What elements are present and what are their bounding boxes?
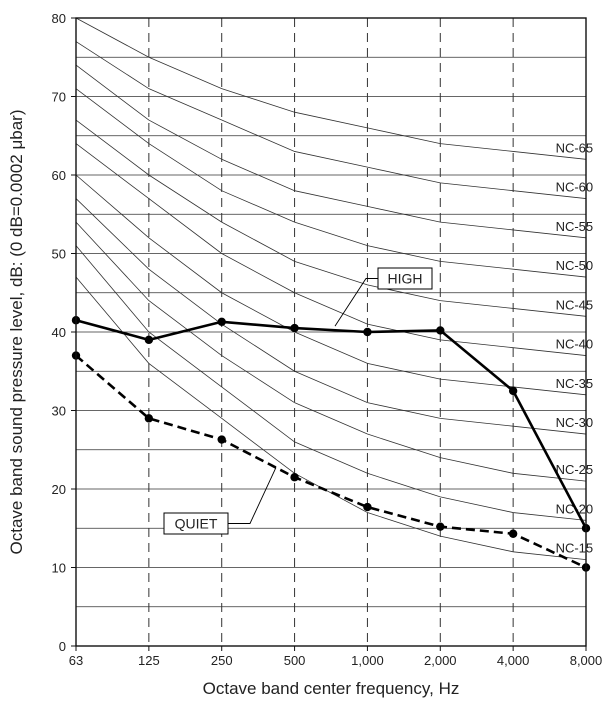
data-point-high [217,317,226,326]
callout-box-high [377,267,433,290]
grid-lines [76,18,586,646]
x-tick-label: 500 [284,653,306,668]
data-series [71,316,591,572]
x-tick-label: 4,000 [497,653,530,668]
callout-box-quiet [163,512,229,535]
nc-curve-label: NC-65 [556,140,594,155]
data-point-quiet [290,473,299,482]
series-line-quiet [75,354,587,569]
nc-curve [75,245,587,521]
data-point-high [290,323,299,333]
nc-curve [75,174,587,396]
nc-curves: NC-65 NC-60 NC-55 NC-50 NC-45 NC-40 NC-35 NC-30… [75,17,594,561]
nc-curve [75,88,587,278]
series-callouts: HIGH QUIET [163,267,433,535]
y-tick-label: 80 [52,11,66,26]
y-tick-label: 40 [52,325,66,340]
x-tick-label: 125 [138,653,160,668]
nc-curve-label: NC-25 [556,462,594,477]
callout-leader-quiet [228,467,277,524]
nc-curve [75,143,587,356]
y-tick-label: 10 [52,561,66,576]
nc-curve [75,198,587,435]
y-tick-label: 60 [52,168,66,183]
nc-curve [75,41,587,199]
nc-curve-label: NC-50 [556,258,594,273]
x-tick-label: 2,000 [424,653,457,668]
nc-curve-label: NC-35 [556,376,594,391]
series-line-high [75,318,588,529]
data-point-quiet [363,502,372,512]
callout-leader-high [334,278,378,327]
data-point-high [363,327,372,337]
y-tick-label: 20 [52,482,66,497]
nc-curve-label: NC-55 [556,219,594,234]
nc-curve [75,17,587,160]
nc-curve [75,221,587,482]
y-tick-label: 70 [52,90,66,105]
x-tick-label: 1,000 [351,653,384,668]
axis-ticks: 0 10 20 30 40 50 60 70 80 63 125 250 500 1,000 2,000 4,… [52,11,603,668]
nc-curve-label: NC-45 [556,297,594,312]
callout-label-high: HIGH [388,271,423,287]
x-axis-title: Octave band center frequency, Hz [203,679,460,698]
data-point-quiet [436,522,445,531]
callout-label-quiet: QUIET [175,516,218,532]
x-tick-label: 250 [211,653,233,668]
nc-curve-label: NC-30 [556,415,594,430]
nc-curve-label: NC-15 [556,541,594,556]
nc-curve [75,276,587,561]
nc-curve-label: NC-60 [556,180,594,195]
y-tick-label: 30 [52,404,66,419]
x-tick-label: 8,000 [570,653,603,668]
y-tick-label: 0 [59,639,66,654]
data-point-high [144,335,154,345]
y-axis-title: Octave band sound pressure level, dB: (0… [7,110,26,555]
data-point-quiet [217,435,226,444]
data-point-high [436,326,445,335]
nc-curve [75,64,587,239]
x-tick-label: 63 [69,653,83,668]
nc-curve [75,119,587,317]
y-tick-label: 50 [52,247,66,262]
nc-curve-label: NC-40 [556,337,594,352]
data-point-high [508,386,518,396]
data-point-quiet [508,529,518,538]
data-point-quiet [144,414,154,423]
